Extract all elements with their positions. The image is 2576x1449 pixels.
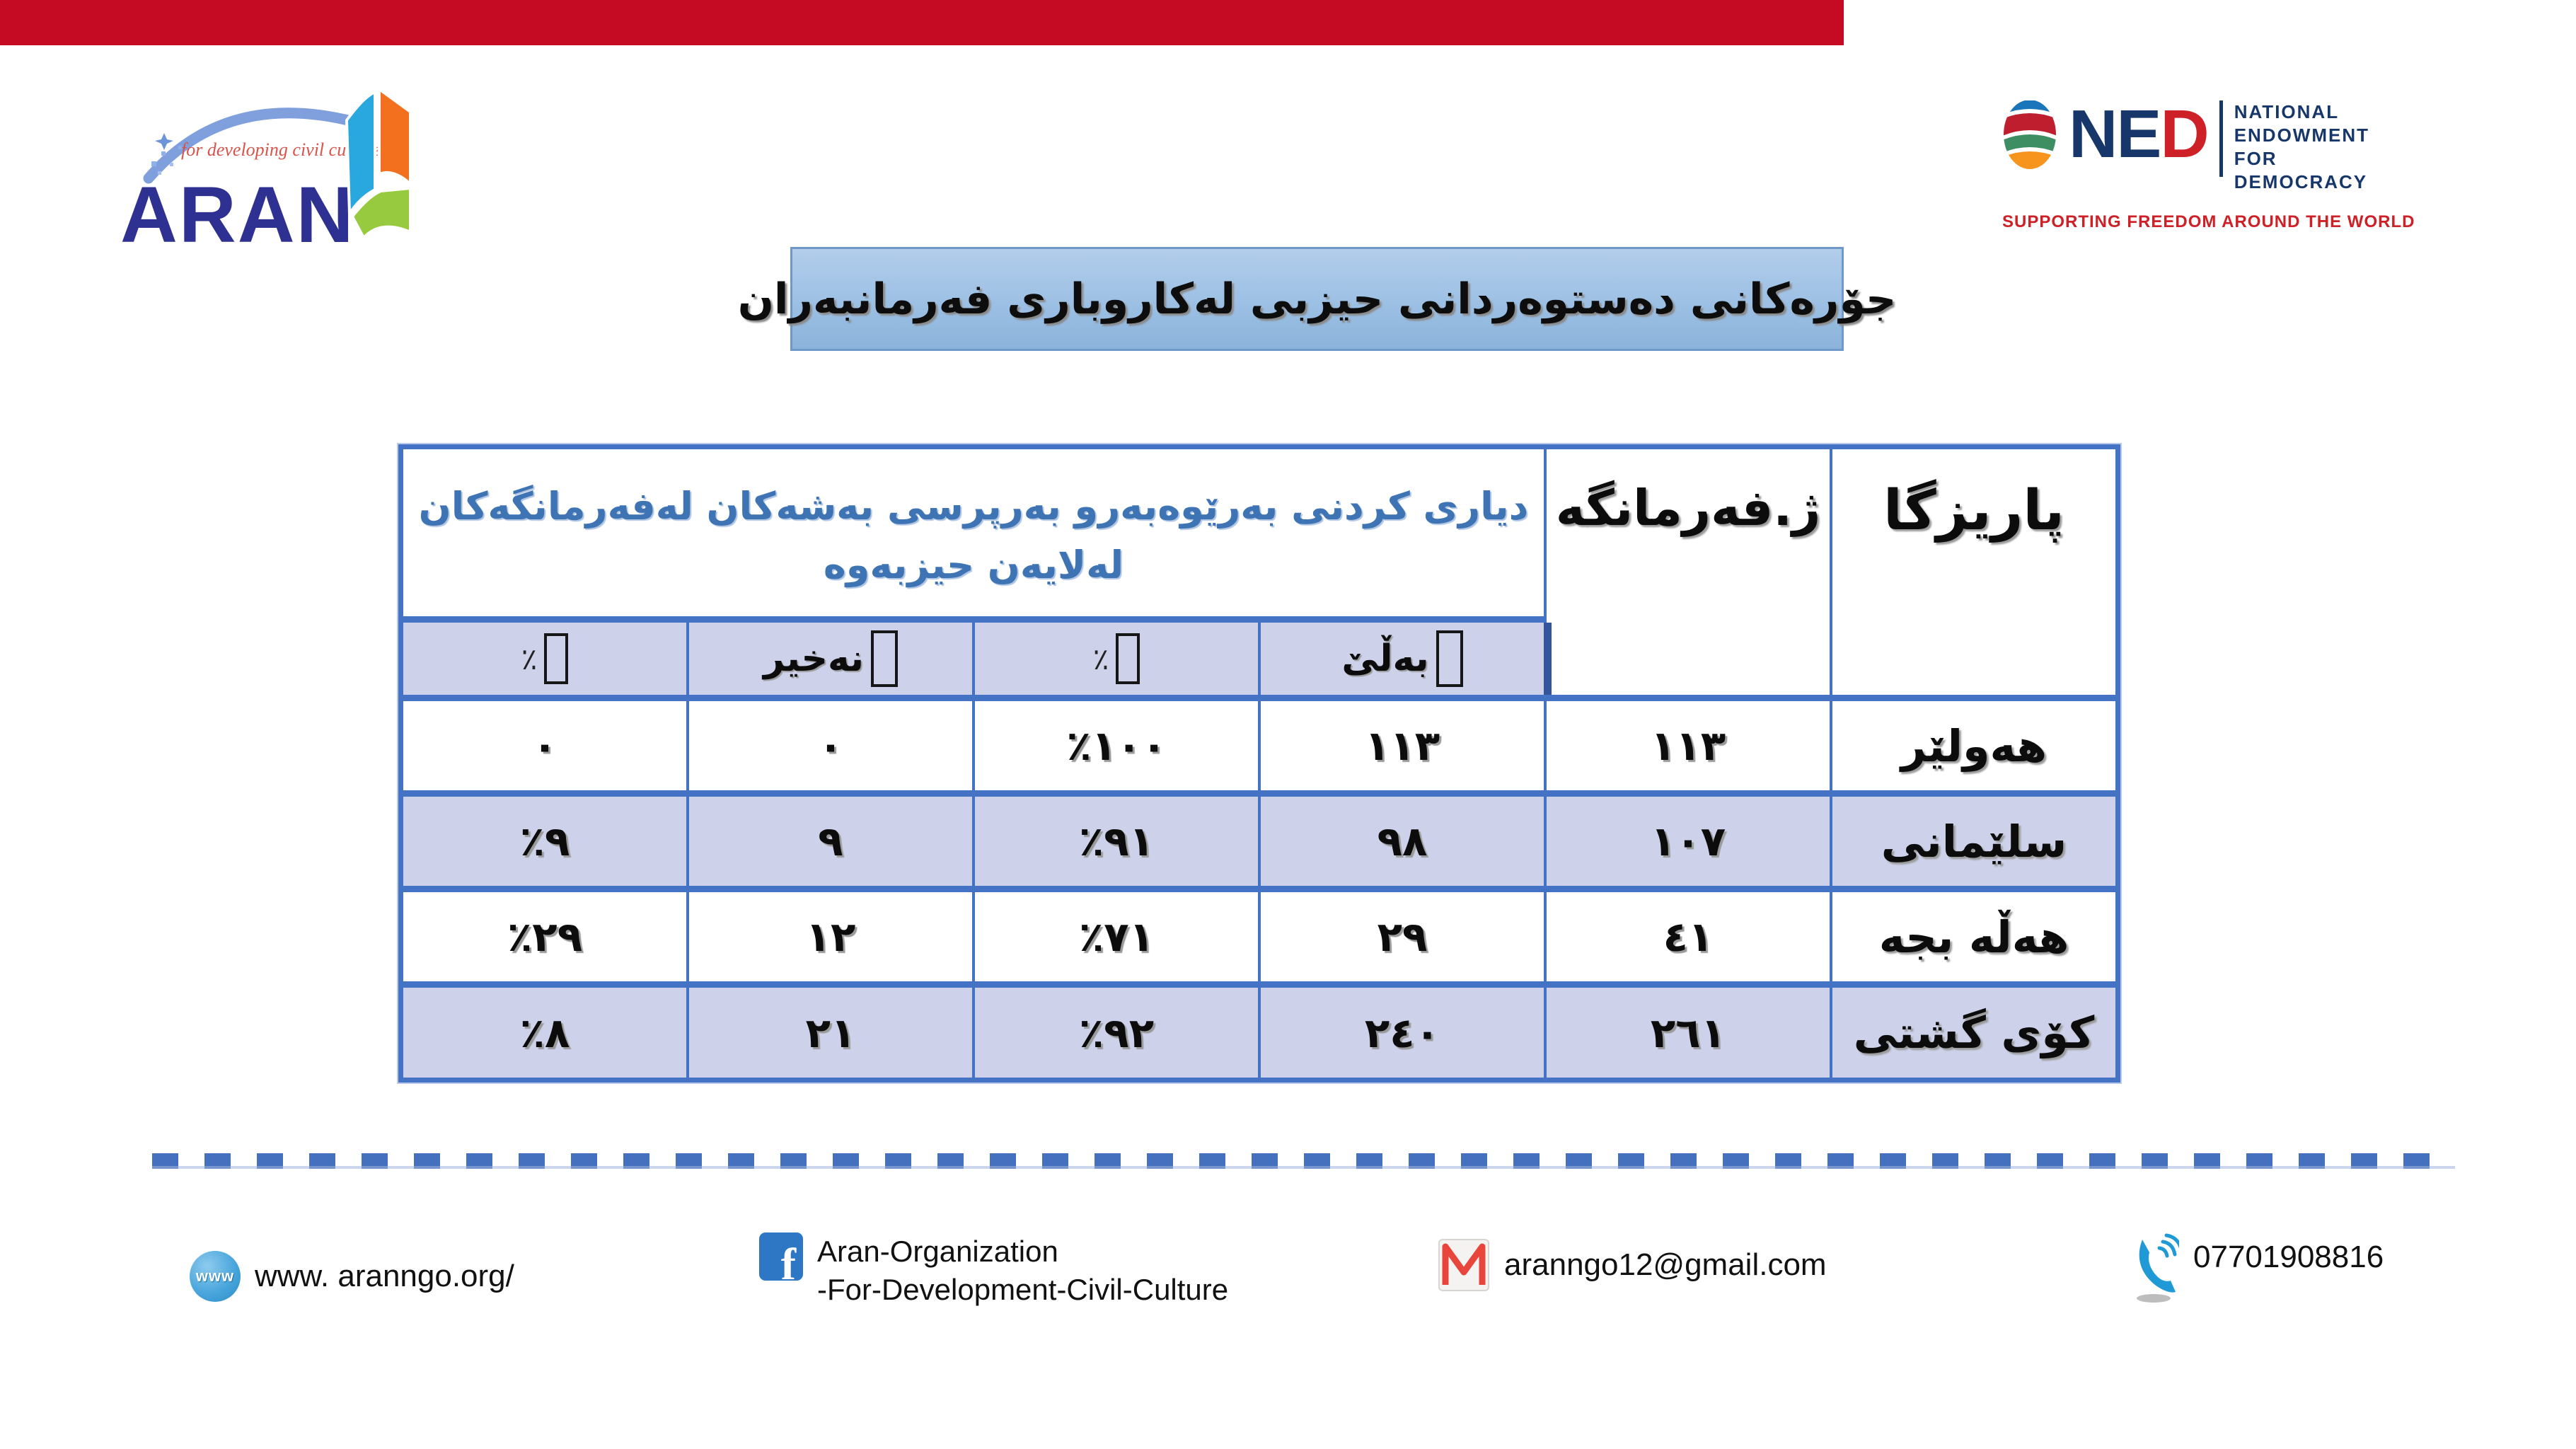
aran-book-icon [345, 86, 412, 241]
table-cell: ٤١ [1547, 892, 1830, 981]
aran-brand-text: ARAN [120, 171, 355, 253]
table-cell: ٪٨ [403, 988, 686, 1078]
dashed-divider [152, 1153, 2455, 1169]
table-cell: ٪٩١ [975, 797, 1258, 886]
table-cell: ٩ [689, 797, 972, 886]
table-cell: ٪١٠٠ [975, 701, 1258, 790]
ned-name-line3: FOR [2234, 148, 2277, 169]
subheader-no: نەخیر [689, 623, 972, 695]
subheader-yes-percent: ٪ [975, 623, 1258, 695]
table-row-province: هەڵە بجە [1832, 892, 2115, 981]
table-cell: ٪٩ [403, 797, 686, 886]
table-cell: ٪٢٩ [403, 892, 686, 981]
table-cell: ٠ [689, 701, 972, 790]
slide-title-box: جۆرەکانی دەستوەردانی حیزبی لەکاروباری فە… [738, 247, 1896, 351]
table-cell: ١٠٧ [1547, 797, 1830, 886]
website-text: www. aranngo.org/ [255, 1259, 514, 1293]
ned-letters-ne: NE [2069, 96, 2161, 172]
table-cell: ٠ [403, 701, 686, 790]
footer-phone: 07701908816 [2128, 1230, 2384, 1303]
table-merged-header: دیاری کردنی بەرێوەبەرو بەرپرسی بەشەکان ل… [403, 449, 1544, 616]
phone-text: 07701908816 [2193, 1240, 2384, 1274]
ned-logo: NED NATIONAL ENDOWMENT FOR DEMOCRACY SUP… [2002, 96, 2415, 232]
missing-glyph-box [871, 630, 899, 687]
table-cell: ٩٨ [1261, 797, 1544, 886]
table-row-province: سلێمانی [1832, 797, 2115, 886]
merged-header-line1: دیاری کردنی بەرێوەبەرو بەرپرسی بەشەکان ل… [418, 484, 1529, 529]
ned-name-line4: DEMOCRACY [2234, 171, 2368, 192]
ned-name-lines: NATIONAL ENDOWMENT FOR DEMOCRACY [2234, 100, 2369, 194]
table-cell: ٢٩ [1261, 892, 1544, 981]
merged-header-line2: لەلایەن حیزبەوە [823, 543, 1124, 587]
aran-arc-icon [143, 108, 359, 184]
column-header-province: پاریزگا [1832, 449, 2115, 695]
facebook-icon: f [759, 1232, 803, 1281]
table-cell: ١٢ [689, 892, 972, 981]
table-cell: ١١٣ [1261, 701, 1544, 790]
table-cell: ٢٤٠ [1261, 988, 1544, 1078]
survey-table: دیاری کردنی بەرێوەبەرو بەرپرسی بەشەکان ل… [398, 444, 2120, 1083]
ned-name-line2: ENDOWMENT [2234, 125, 2370, 146]
globe-www-icon: www [190, 1251, 241, 1302]
ned-tagline: SUPPORTING FREEDOM AROUND THE WORLD [2002, 212, 2415, 231]
phone-icon [2137, 1233, 2179, 1303]
ned-wordmark: NED [2069, 96, 2210, 172]
ned-divider [2219, 100, 2223, 177]
footer-website: www www. aranngo.org/ [190, 1251, 514, 1302]
table-row-province: هەولێر [1832, 701, 2115, 790]
facebook-page-name: Aran-Organization -For-Development-Civil… [817, 1235, 1229, 1306]
footer-email: aranngo12@gmail.com [1438, 1238, 1827, 1292]
ned-globe-icon [2004, 100, 2056, 169]
subheader-no-percent: ٪ [403, 623, 686, 695]
missing-glyph-box [544, 633, 569, 684]
gmail-icon [1438, 1239, 1489, 1291]
table-row-province: کۆی گشتی [1832, 988, 2115, 1078]
email-text: aranngo12@gmail.com [1504, 1247, 1827, 1282]
table-cell: ١١٣ [1547, 701, 1830, 790]
subheader-yes: بەڵێ [1261, 623, 1544, 695]
top-red-bar [0, 0, 1844, 45]
ned-letter-d: D [2160, 96, 2209, 172]
aran-logo: for developing civil culture ARAN [120, 86, 412, 253]
missing-glyph-box [1116, 633, 1140, 684]
table-cell: ٪٧١ [975, 892, 1258, 981]
missing-glyph-box [1436, 630, 1463, 687]
table-cell: ٢٦١ [1547, 988, 1830, 1078]
slide-title: جۆرەکانی دەستوەردانی حیزبی لەکاروباری فە… [737, 274, 1897, 324]
table-cell: ٢١ [689, 988, 972, 1078]
footer-facebook: f Aran-Organization -For-Development-Civ… [759, 1232, 1228, 1309]
ned-name-line1: NATIONAL [2234, 101, 2340, 122]
table-cell: ٪٩٢ [975, 988, 1258, 1078]
column-header-office: ژ.فەرمانگە [1547, 449, 1830, 695]
